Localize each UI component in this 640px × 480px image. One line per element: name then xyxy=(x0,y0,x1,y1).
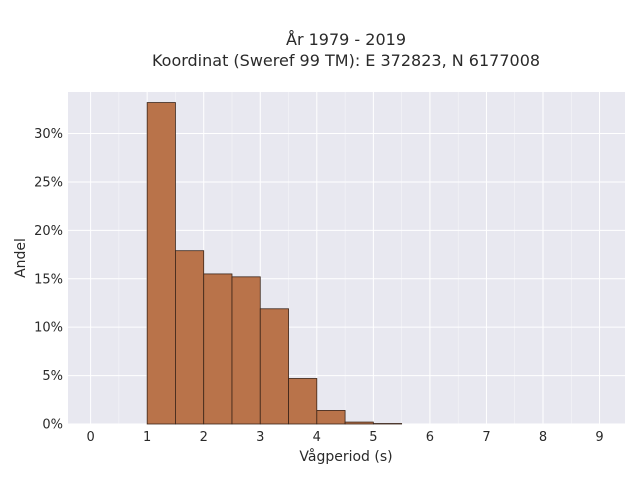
x-tick-label: 5 xyxy=(369,430,377,445)
y-tick-label: 15% xyxy=(34,272,63,287)
y-tick-label: 25% xyxy=(34,175,63,190)
y-axis-ticks: 0% 5% 10% 15% 20% 25% 30% xyxy=(34,127,63,432)
histogram-bar-0 xyxy=(146,102,176,425)
x-tick-label: 9 xyxy=(595,430,603,445)
x-axis-ticks: 0 1 2 3 4 5 6 7 8 9 xyxy=(86,430,603,445)
histogram-bar-2 xyxy=(203,273,233,425)
histogram-bar-6 xyxy=(316,410,346,425)
y-axis-label: Andel xyxy=(13,238,29,278)
x-tick-label: 1 xyxy=(143,430,151,445)
x-tick-label: 6 xyxy=(426,430,434,445)
x-tick-label: 3 xyxy=(256,430,264,445)
y-tick-label: 10% xyxy=(34,321,63,336)
chart-title-line-1: År 1979 - 2019 xyxy=(286,30,406,49)
y-tick-label: 20% xyxy=(34,224,63,239)
x-tick-label: 8 xyxy=(539,430,547,445)
x-tick-label: 4 xyxy=(313,430,321,445)
x-tick-label: 7 xyxy=(482,430,490,445)
histogram-bars xyxy=(146,102,403,425)
y-tick-label: 5% xyxy=(42,369,63,384)
chart-title-line-2: Koordinat (Sweref 99 TM): E 372823, N 61… xyxy=(152,51,540,70)
histogram-bar-7 xyxy=(344,421,374,425)
y-tick-label: 0% xyxy=(42,418,63,433)
histogram-bar-4 xyxy=(259,308,289,425)
histogram-bar-1 xyxy=(175,250,205,425)
x-tick-label: 0 xyxy=(86,430,94,445)
x-tick-label: 2 xyxy=(200,430,208,445)
x-axis-label: Vågperiod (s) xyxy=(299,448,392,465)
y-tick-label: 30% xyxy=(34,127,63,142)
histogram-bar-5 xyxy=(288,378,318,425)
histogram-bar-3 xyxy=(231,276,261,425)
